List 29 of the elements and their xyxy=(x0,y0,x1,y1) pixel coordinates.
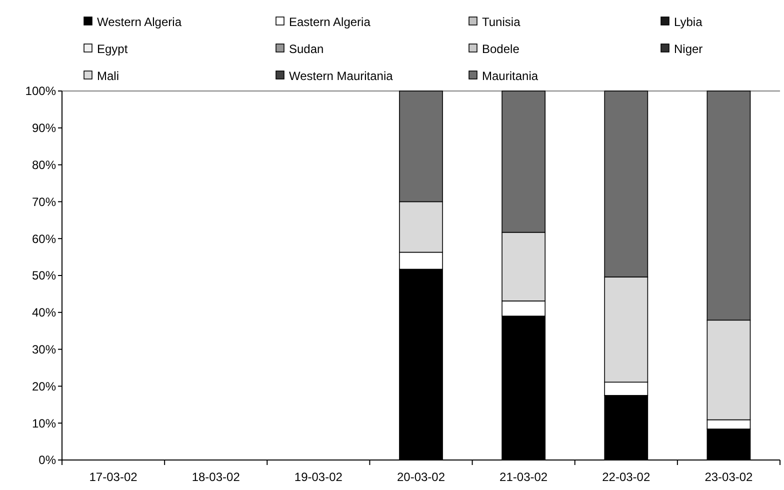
y-tick-label: 30% xyxy=(32,342,56,356)
y-tick-label: 10% xyxy=(32,416,56,430)
x-tick-label: 20-03-02 xyxy=(396,470,446,484)
x-tick-label: 18-03-02 xyxy=(192,470,240,484)
legend-label: Western Mauritania xyxy=(289,69,394,84)
y-tick-label: 70% xyxy=(32,194,56,209)
legend-label: Western Algeria xyxy=(97,15,182,30)
y-tick-label: 60% xyxy=(32,232,56,246)
legend-label: Lybia xyxy=(674,15,703,30)
legend-label: Egypt xyxy=(97,42,128,56)
x-tick-label: 23-03-02 xyxy=(704,470,754,484)
x-tick-label: 22-03-02 xyxy=(602,470,650,484)
x-tick-label: 17-03-02 xyxy=(89,470,138,484)
legend-label: Tunisia xyxy=(482,15,521,30)
x-tick-label: 19-03-02 xyxy=(294,470,343,484)
y-tick-label: 90% xyxy=(32,121,56,136)
legend-label: Mauritania xyxy=(482,69,538,84)
y-tick-label: 50% xyxy=(32,268,56,283)
legend-label: Bodele xyxy=(482,42,520,56)
y-tick-label: 0% xyxy=(38,453,56,468)
legend-label: Eastern Algeria xyxy=(289,15,371,30)
legend-label: Mali xyxy=(97,69,120,84)
legend-label: Niger xyxy=(674,42,703,56)
x-tick-label: 21-03-02 xyxy=(500,470,548,484)
y-tick-label: 20% xyxy=(32,379,56,394)
y-tick-label: 100% xyxy=(25,84,56,98)
y-tick-label: 80% xyxy=(32,158,56,172)
y-tick-label: 40% xyxy=(32,306,56,320)
legend-label: Sudan xyxy=(289,42,324,56)
